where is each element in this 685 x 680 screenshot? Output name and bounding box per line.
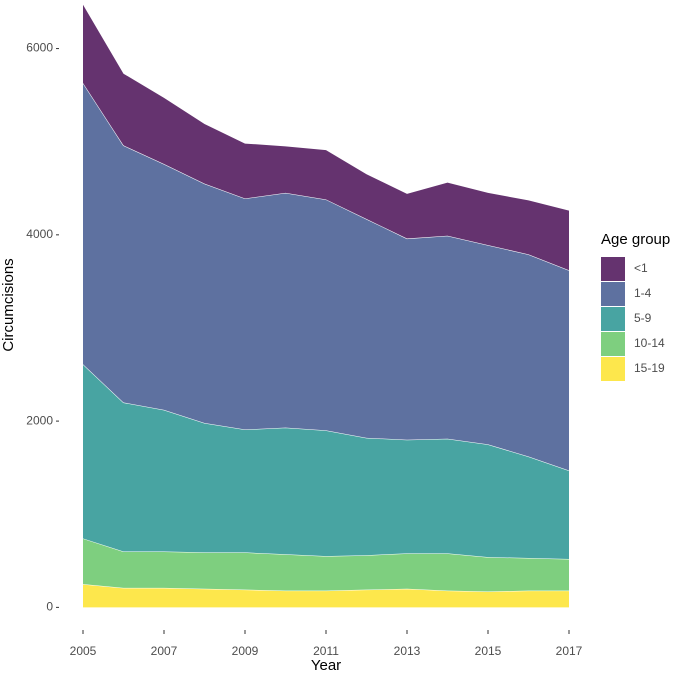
legend-swatch (601, 257, 625, 281)
x-axis-label: Year (311, 657, 341, 674)
legend-label: 1-4 (634, 286, 652, 300)
legend-title: Age group (601, 231, 670, 248)
legend-label: 10-14 (634, 336, 665, 350)
y-axis-label: Circumcisions (0, 258, 17, 351)
legend-label: <1 (634, 261, 648, 275)
x-tick-label: 2009 (232, 644, 259, 658)
x-tick-label: 2007 (151, 644, 178, 658)
area (83, 538, 569, 592)
area-edge (82, 82, 570, 271)
area (83, 364, 569, 559)
y-tick-label: 0 (46, 600, 53, 614)
y-tick-label: 6000 (26, 41, 53, 55)
legend-swatch (601, 307, 625, 331)
y-tick-label: 2000 (26, 413, 53, 427)
legend-swatch (601, 282, 625, 306)
area (83, 4, 569, 271)
y-tick-label: 4000 (26, 227, 53, 241)
x-tick-label: 2013 (394, 644, 421, 658)
legend-swatch (601, 332, 625, 356)
x-tick-label: 2015 (475, 644, 502, 658)
legend-label: 15-19 (634, 361, 665, 375)
area (83, 83, 569, 471)
legend-label: 5-9 (634, 311, 652, 325)
x-tick-label: 2005 (70, 644, 97, 658)
area (83, 584, 569, 608)
legend-swatch (601, 357, 625, 381)
x-tick-label: 2017 (556, 644, 583, 658)
x-tick-label: 2011 (313, 644, 339, 658)
